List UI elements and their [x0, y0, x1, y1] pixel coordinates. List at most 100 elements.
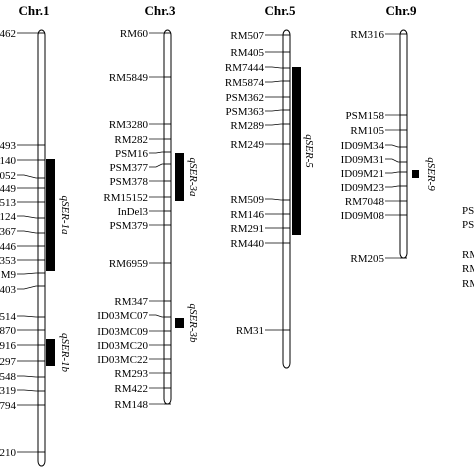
marker-label: RM507: [230, 30, 264, 42]
qtl-label: qSER-9: [425, 157, 437, 191]
marker-label: PSM16: [115, 148, 149, 160]
marker-label: 297: [0, 356, 17, 368]
marker-leader-line: [385, 185, 400, 188]
marker-leader-line: [17, 315, 38, 318]
marker-label: 353: [0, 255, 17, 267]
chromosome-body: [163, 29, 172, 405]
qtl-bar: [46, 339, 55, 366]
qtl-bar: [412, 170, 419, 178]
marker-leader-line: [265, 198, 283, 201]
marker-label: InDel3: [117, 206, 148, 218]
chromosome-title: Chr.9: [386, 3, 417, 18]
marker-label: ID09M34: [341, 140, 385, 152]
marker-label: ID03MC20: [97, 340, 148, 352]
marker-label: ID03MC09: [97, 326, 148, 338]
marker-label: RM3280: [109, 119, 149, 131]
marker-label: PSM377: [109, 162, 148, 174]
marker-label: RM405: [230, 47, 264, 59]
marker-leader-line: [17, 285, 38, 290]
marker-leader-line: [17, 174, 38, 179]
marker-label: 449: [0, 183, 17, 195]
marker-leader-line: [149, 314, 164, 318]
marker-label: 140: [0, 155, 17, 167]
chromosome-title: Chr.1: [19, 3, 50, 18]
marker-label: 403: [0, 284, 17, 296]
marker-label: 794: [0, 400, 17, 412]
marker-leader-line: [385, 171, 400, 174]
chromosome-title: Chr.3: [145, 3, 176, 18]
marker-label: RM347: [114, 296, 148, 308]
marker-label: 446: [0, 241, 17, 253]
marker-label: 493: [0, 140, 17, 152]
marker-label: PSM158: [345, 110, 384, 122]
marker-leader-line: [149, 163, 164, 168]
marker-label: 367: [0, 226, 17, 238]
marker-label: ID09M08: [341, 210, 385, 222]
marker-label: RM7048: [345, 196, 385, 208]
marker-label: RM148: [114, 399, 148, 411]
marker-label: RM422: [114, 383, 148, 395]
marker-label: ID03MC22: [97, 354, 148, 366]
qtl-bar: [46, 159, 55, 271]
marker-leader-line: [265, 123, 283, 126]
marker-label: M9: [1, 269, 17, 281]
marker-label: 124: [0, 211, 17, 223]
marker-leader-line: [17, 375, 38, 378]
qtl-bar: [175, 318, 184, 328]
marker-label: ID09M31: [341, 154, 384, 166]
marker-label: RM289: [230, 120, 264, 132]
marker-leader-line: [17, 272, 38, 275]
chromosome-body: [37, 29, 46, 467]
chromosome-partial-group: PS PS RM RM RM: [462, 205, 474, 290]
chromosome-3-group: Chr.3 RM60 RM5849 RM3280 RM282 PSM16 PSM377 PSM…: [97, 3, 199, 411]
marker-label: PSM363: [225, 106, 264, 118]
marker-label: RM31: [236, 325, 264, 337]
qtl-label: qSER-1a: [59, 195, 71, 235]
marker-label: RM15152: [103, 192, 148, 204]
marker-label: RM509: [230, 194, 264, 206]
marker-label: PSM362: [225, 92, 264, 104]
marker-leader-line: [149, 151, 164, 154]
marker-label: 514: [0, 311, 17, 323]
marker-label: 052: [0, 170, 16, 182]
marker-label: PSM379: [109, 220, 148, 232]
marker-label: RM6959: [109, 258, 149, 270]
marker-leader-line: [17, 230, 38, 234]
chromosome-body: [399, 29, 408, 259]
marker-leader-line: [385, 158, 400, 163]
marker-label: 916: [0, 340, 17, 352]
qtl-label: qSER-3b: [187, 303, 199, 343]
marker-label: PS: [462, 205, 474, 217]
marker-label: 462: [0, 28, 16, 40]
marker-label: RM249: [230, 139, 264, 151]
marker-label: PSM378: [109, 176, 148, 188]
marker-label: 210: [0, 447, 17, 459]
marker-leader-line: [265, 109, 283, 112]
marker-label: ID03MC07: [97, 310, 148, 322]
marker-label: ID09M23: [341, 182, 385, 194]
qtl-bar: [175, 153, 184, 201]
marker-label: 513: [0, 197, 17, 209]
marker-label: RM60: [120, 28, 149, 40]
marker-label: 319: [0, 385, 17, 397]
chromosome-body: [282, 29, 291, 369]
marker-label: PS: [462, 219, 474, 231]
marker-leader-line: [17, 215, 38, 219]
qtl-label: qSER-5: [303, 134, 315, 168]
marker-label: RM291: [230, 223, 264, 235]
marker-label: RM146: [230, 209, 264, 221]
marker-label: 548: [0, 371, 17, 383]
marker-label: RM440: [230, 238, 264, 250]
marker-leader-line: [17, 389, 38, 392]
marker-label: RM293: [114, 368, 148, 380]
marker-label: ID09M21: [341, 168, 384, 180]
marker-label: RM: [462, 263, 474, 275]
marker-label: RM: [462, 249, 474, 261]
chromosome-title: Chr.5: [265, 3, 296, 18]
marker-label: RM105: [350, 125, 384, 137]
qtl-label: qSER-3a: [187, 157, 199, 197]
qtl-bar: [292, 67, 301, 235]
